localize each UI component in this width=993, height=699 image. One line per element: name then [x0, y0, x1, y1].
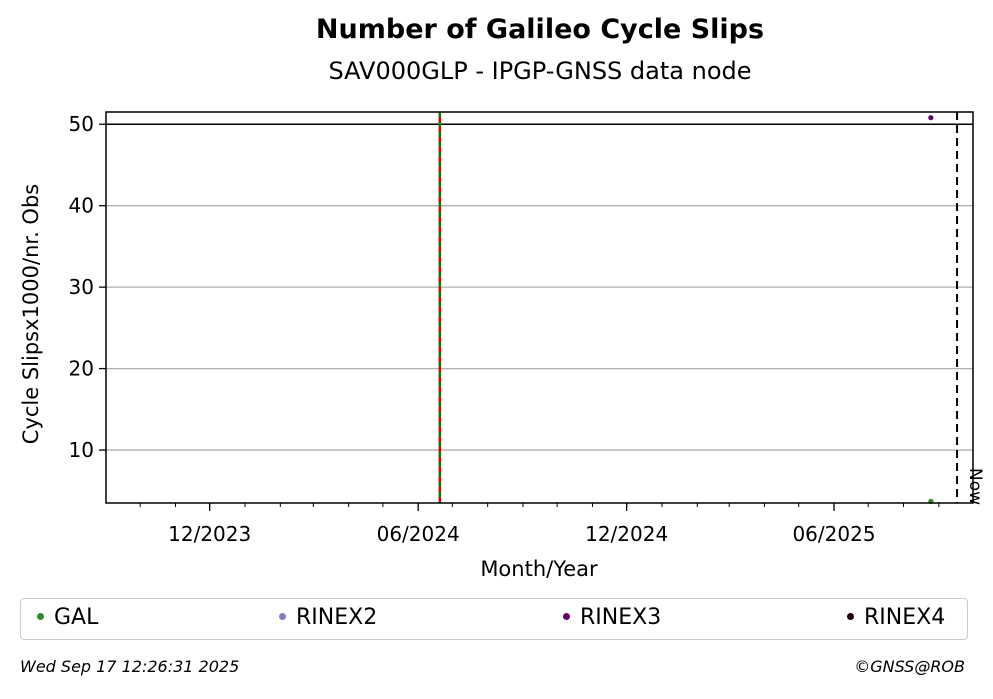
plot-frame: [105, 111, 974, 504]
y-tick-label: 10: [69, 438, 94, 462]
legend-item-rinex2: RINEX2: [279, 605, 377, 630]
legend-label: GAL: [54, 605, 99, 630]
generated-timestamp: Wed Sep 17 12:26:31 2025: [20, 657, 240, 676]
y-axis-label: Cycle Slipsx1000/nr. Obs: [19, 184, 43, 444]
grid-lines: [106, 123, 973, 451]
legend: GAL RINEX2 RINEX3 RINEX4: [20, 598, 968, 640]
x-tick-label: 12/2023: [168, 522, 251, 546]
legend-label: RINEX4: [864, 605, 946, 630]
legend-marker-icon: [563, 612, 570, 620]
legend-label: RINEX2: [296, 605, 378, 630]
data-points: [928, 115, 934, 504]
x-tick-label: 06/2024: [377, 522, 460, 546]
x-tick-label: 12/2024: [585, 522, 668, 546]
legend-marker-icon: [279, 612, 286, 620]
data-point-rinex3: [928, 115, 934, 121]
y-tick-label: 20: [69, 357, 94, 381]
x-tick-label: 06/2025: [792, 522, 875, 546]
y-tick-label: 50: [69, 112, 94, 136]
legend-label: RINEX3: [580, 605, 662, 630]
legend-item-rinex3: RINEX3: [563, 605, 661, 630]
y-tick-label: 40: [69, 194, 94, 218]
x-axis: 12/2023 06/2024 12/2024 06/2025: [139, 503, 940, 546]
legend-marker-icon: [37, 612, 44, 620]
y-axis: 10 20 30 40 50: [69, 112, 106, 462]
y-tick-label: 30: [69, 275, 94, 299]
x-axis-label: Month/Year: [480, 557, 598, 581]
legend-item-rinex4: RINEX4: [847, 605, 945, 630]
chart-subtitle: SAV000GLP - IPGP-GNSS data node: [328, 57, 752, 85]
legend-marker-icon: [847, 612, 854, 620]
now-label: Now: [965, 468, 985, 505]
chart-title: Number of Galileo Cycle Slips: [315, 14, 765, 45]
legend-item-gal: GAL: [37, 605, 98, 630]
event-lines: Now: [438, 112, 985, 505]
credit-text: ©GNSS@ROB: [854, 657, 965, 676]
